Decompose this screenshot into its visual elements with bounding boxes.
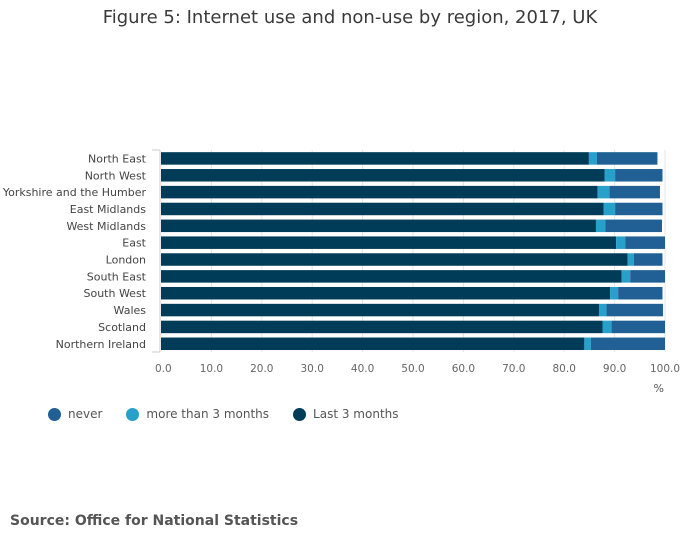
bar-segment: [161, 236, 617, 249]
x-tick-label: 0.0: [155, 363, 172, 375]
bar-segment: [161, 185, 598, 199]
bar-segment: [596, 152, 658, 165]
chart-title: Figure 5: Internet use and non-use by re…: [102, 7, 598, 28]
bar-segment: [598, 303, 607, 317]
category-label: South East: [87, 270, 147, 283]
legend-item-never: never: [48, 407, 102, 421]
legend: never more than 3 months Last 3 months: [48, 407, 399, 421]
legend-dot-icon: [293, 407, 307, 421]
bar-segment: [584, 337, 591, 351]
legend-dot-icon: [126, 407, 140, 421]
x-tick-label: 10.0: [200, 363, 223, 375]
bar-segment: [597, 185, 610, 199]
bar-segment: [609, 185, 660, 199]
bar-segment: [625, 236, 665, 249]
bar-segment: [161, 270, 622, 283]
x-tick-label: 50.0: [401, 363, 424, 375]
category-label: South West: [83, 287, 146, 300]
bar-segment: [606, 303, 663, 317]
x-tick-label: 100.0: [650, 363, 680, 375]
category-labels: North East North West Yorkshire and the Hu…: [2, 152, 147, 350]
bar-segment: [615, 169, 663, 182]
x-tick-labels: 0.0 10.0 20.0 30.0 40.0 50.0 60.0 70.0 80.0 90.0 1…: [155, 363, 680, 375]
legend-dot-icon: [48, 407, 61, 421]
legend-item-last-3-months: Last 3 months: [293, 407, 399, 421]
legend-label: never: [68, 407, 103, 421]
x-tick-label: 70.0: [502, 363, 525, 375]
bar-segment: [605, 219, 662, 233]
bar-segment: [604, 169, 616, 182]
grid-lines: [210, 150, 666, 353]
category-label: West Midlands: [66, 220, 146, 233]
bar-segment: [161, 202, 604, 216]
bar-segment: [602, 320, 612, 334]
bar-segment: [161, 169, 605, 182]
category-label: Wales: [114, 304, 147, 317]
legend-item-more-than-3-months: more than 3 months: [126, 407, 269, 421]
legend-label: more than 3 months: [146, 407, 270, 421]
bar-segment: [621, 270, 631, 283]
bar-segment: [616, 236, 626, 249]
bar-segment: [595, 219, 606, 233]
bar-segment: [618, 286, 663, 300]
bar-segment: [161, 303, 599, 317]
bar-segment: [161, 337, 585, 351]
category-label: East: [122, 237, 146, 250]
x-tick-label: 60.0: [452, 363, 475, 375]
bar-segment: [161, 253, 628, 266]
bar-segment: [161, 152, 589, 165]
bar-segment: [588, 152, 597, 165]
x-tick-label: 40.0: [351, 363, 374, 375]
x-tick-label: 30.0: [301, 363, 324, 375]
category-label: London: [106, 254, 146, 267]
bar-segment: [630, 270, 665, 283]
bars: [161, 152, 665, 351]
bar-segment: [615, 202, 663, 216]
bar-segment: [611, 320, 665, 334]
bar-segment: [161, 219, 596, 233]
category-label: Yorkshire and the Humber: [2, 186, 147, 199]
bar-segment: [161, 320, 603, 334]
x-tick-label: 80.0: [553, 363, 576, 375]
source-note: Source: Office for National Statistics: [10, 513, 299, 529]
bar-segment: [161, 286, 611, 300]
x-axis-label: %: [654, 382, 664, 395]
x-tick-label: 90.0: [603, 363, 626, 375]
bar-segment: [633, 253, 663, 266]
bar-segment: [590, 337, 665, 351]
category-label: North West: [85, 169, 147, 182]
category-label: Scotland: [98, 321, 146, 334]
category-label: East Midlands: [70, 203, 147, 216]
x-tick-label: 20.0: [250, 363, 273, 375]
bar-segment: [603, 202, 616, 216]
category-label: Northern Ireland: [56, 338, 146, 351]
category-label: North East: [88, 152, 147, 165]
bar-segment: [610, 286, 619, 300]
legend-label: Last 3 months: [313, 407, 399, 421]
bar-segment: [627, 253, 634, 266]
